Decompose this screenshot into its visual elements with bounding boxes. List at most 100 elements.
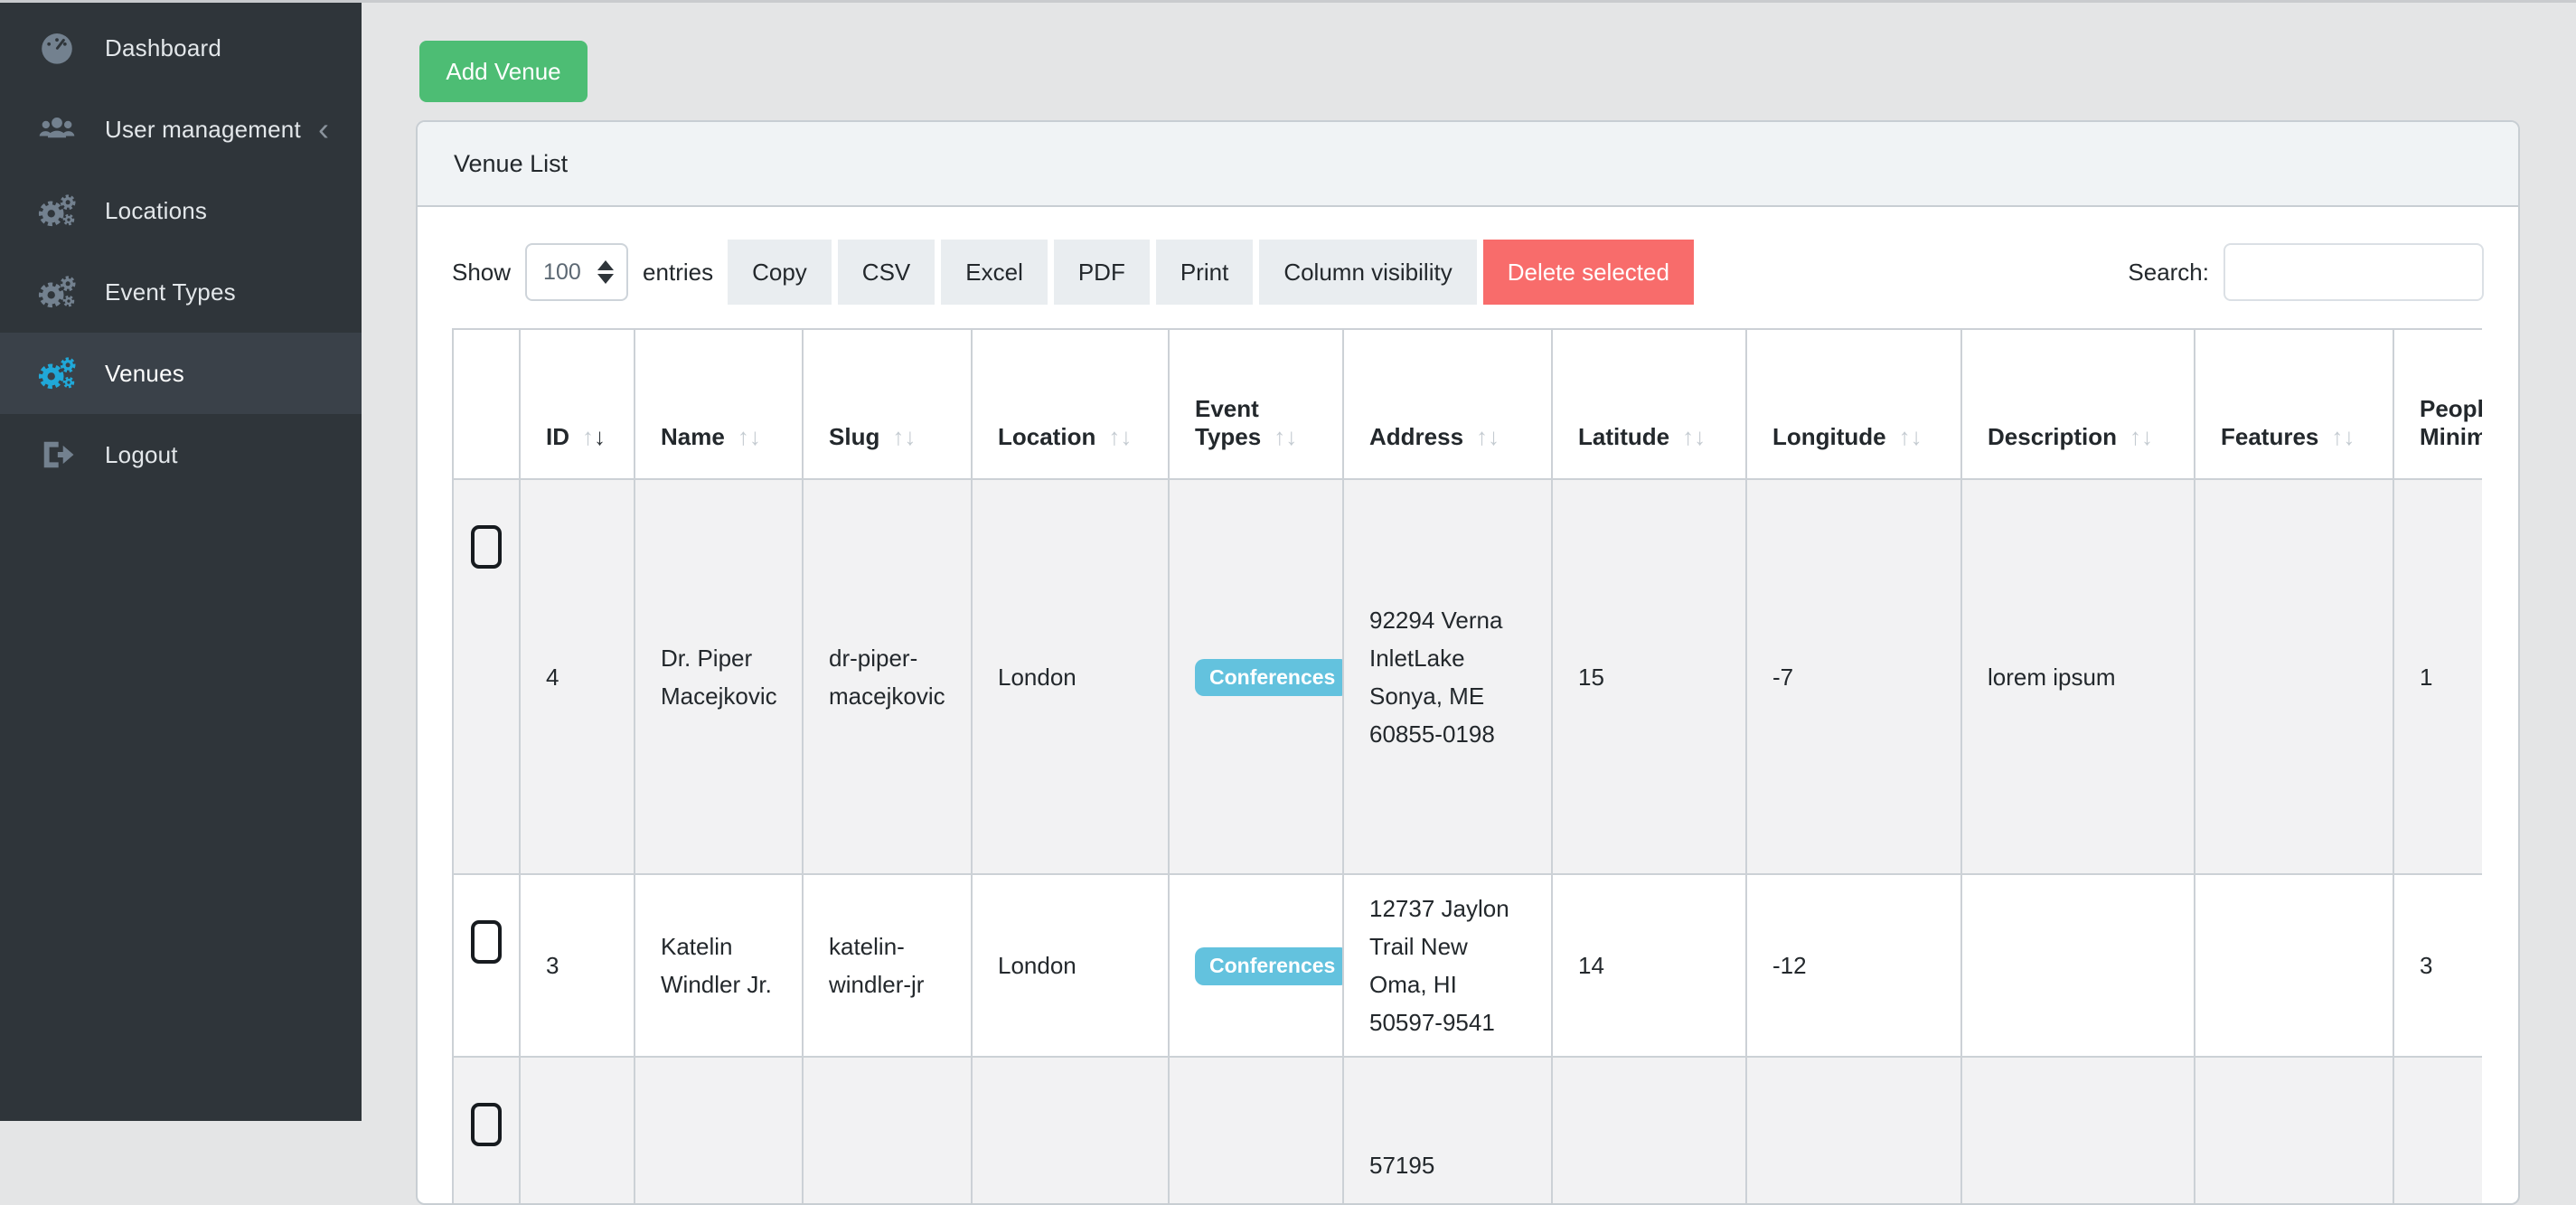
cell-select	[452, 1056, 521, 1203]
column-header-name[interactable]: Name ↑↓	[634, 328, 804, 480]
cogs-icon	[36, 353, 87, 394]
column-label: Address	[1369, 423, 1464, 450]
entries-label: entries	[643, 258, 714, 286]
sort-icon: ↑↓	[2129, 423, 2154, 450]
column-label: Description	[1988, 423, 2118, 450]
cell-name: Katelin Windler Jr.	[634, 873, 804, 1058]
add-venue-button[interactable]: Add Venue	[419, 41, 588, 102]
cell-name	[634, 1056, 804, 1203]
column-header-location[interactable]: Location ↑↓	[971, 328, 1170, 480]
column-label: Name	[661, 423, 725, 450]
sidebar: Dashboard User management ‹ Locations	[0, 0, 362, 1121]
sort-icon: ↑↓	[582, 423, 606, 450]
table-row: 57195	[452, 1056, 2482, 1203]
window-top-edge	[0, 0, 2576, 3]
card-header: Venue List	[418, 122, 2518, 207]
column-label: Event Types	[1195, 395, 1262, 450]
sidebar-item-label: User management	[105, 115, 301, 143]
row-checkbox[interactable]	[471, 1103, 502, 1146]
cogs-icon	[36, 190, 87, 231]
column-header-longitude[interactable]: Longitude ↑↓	[1745, 328, 1962, 480]
excel-button[interactable]: Excel	[941, 240, 1048, 305]
column-header-event_types[interactable]: Event Types ↑↓	[1168, 328, 1344, 480]
cell-features	[2194, 1056, 2394, 1203]
card-body: Show 100 entries Copy CSV Excel PDF Prin…	[418, 207, 2518, 1203]
cell-id	[519, 1056, 635, 1203]
delete-selected-button[interactable]: Delete selected	[1482, 240, 1694, 305]
sidebar-item-locations[interactable]: Locations	[0, 170, 362, 251]
copy-button[interactable]: Copy	[728, 240, 832, 305]
select-caret-icon	[597, 260, 615, 284]
page-length-control: Show 100 entries	[452, 243, 713, 301]
column-visibility-button[interactable]: Column visibility	[1259, 240, 1477, 305]
sidebar-item-label: Dashboard	[105, 33, 221, 61]
column-label: ID	[546, 423, 569, 450]
column-label: Slug	[829, 423, 880, 450]
column-header-address[interactable]: Address ↑↓	[1342, 328, 1553, 480]
chevron-left-icon: ‹	[318, 110, 329, 147]
page-size-value: 100	[543, 259, 581, 285]
venue-list-card: Venue List Show 100 entries Copy CSV Exc…	[416, 120, 2520, 1205]
users-icon	[36, 108, 87, 150]
sidebar-item-venues[interactable]: Venues	[0, 333, 362, 414]
print-button[interactable]: Print	[1155, 240, 1254, 305]
column-header-id[interactable]: ID ↑↓	[519, 328, 635, 480]
cell-id: 4	[519, 478, 635, 875]
sign-out-icon	[36, 434, 87, 475]
table-toolbar: Show 100 entries Copy CSV Excel PDF Prin…	[452, 240, 2484, 305]
cell-select	[452, 478, 521, 875]
search-input[interactable]	[2223, 243, 2484, 301]
column-label: Features	[2221, 423, 2319, 450]
cell-location: London	[971, 873, 1170, 1058]
sidebar-item-logout[interactable]: Logout	[0, 414, 362, 495]
cell-location: London	[971, 478, 1170, 875]
page-size-select[interactable]: 100	[525, 243, 629, 301]
column-label: Latitude	[1578, 423, 1670, 450]
column-header-latitude[interactable]: Latitude ↑↓	[1551, 328, 1747, 480]
sidebar-item-dashboard[interactable]: Dashboard	[0, 7, 362, 89]
tachometer-icon	[36, 27, 87, 69]
cogs-icon	[36, 271, 87, 313]
table-body: 4 Dr. Piper Macejkovic dr-piper-macejkovic…	[452, 478, 2482, 1203]
cell-slug	[802, 1056, 973, 1203]
row-checkbox[interactable]	[471, 525, 502, 569]
cell-people_minimum: 1	[2393, 478, 2482, 875]
cell-event_types	[1168, 1056, 1344, 1203]
sidebar-item-label: Logout	[105, 440, 178, 468]
column-header-features[interactable]: Features ↑↓	[2194, 328, 2394, 480]
cell-longitude: -12	[1745, 873, 1962, 1058]
sidebar-item-user-management[interactable]: User management ‹	[0, 89, 362, 170]
cell-address: 92294 Verna InletLake Sonya, ME 60855-01…	[1342, 478, 1553, 875]
pdf-button[interactable]: PDF	[1053, 240, 1150, 305]
export-buttons: Copy CSV Excel PDF Print Column visibili…	[728, 240, 1694, 305]
search-label: Search:	[2128, 258, 2209, 286]
show-label: Show	[452, 258, 512, 286]
row-checkbox[interactable]	[471, 920, 502, 964]
column-header-select	[452, 328, 521, 480]
event-type-badge: Conferences	[1195, 947, 1341, 985]
sort-icon: ↑↓	[1476, 423, 1500, 450]
sort-icon: ↑↓	[1274, 423, 1298, 450]
cell-slug: dr-piper-macejkovic	[802, 478, 973, 875]
column-label: Longitude	[1772, 423, 1886, 450]
cell-select	[452, 873, 521, 1058]
sidebar-item-label: Venues	[105, 359, 184, 387]
sidebar-item-event-types[interactable]: Event Types	[0, 251, 362, 333]
cell-latitude	[1551, 1056, 1747, 1203]
column-header-slug[interactable]: Slug ↑↓	[802, 328, 973, 480]
cell-event_types: Conferences	[1168, 873, 1344, 1058]
sort-icon: ↑↓	[892, 423, 917, 450]
column-header-description[interactable]: Description ↑↓	[1960, 328, 2195, 480]
cell-people_minimum	[2393, 1056, 2482, 1203]
page-title: Venue List	[454, 149, 569, 177]
table-row: 3 Katelin Windler Jr. katelin-windler-jr Lo…	[452, 873, 2482, 1058]
cell-latitude: 14	[1551, 873, 1747, 1058]
cell-id: 3	[519, 873, 635, 1058]
table-header-row: ID ↑↓ Name ↑↓ Slug ↑↓ Location ↑↓ Event Types ↑↓ A…	[452, 328, 2482, 480]
cell-features	[2194, 873, 2394, 1058]
column-header-people_minimum[interactable]: People Minimum↑↓	[2393, 328, 2482, 480]
column-label: Location	[998, 423, 1096, 450]
table-scroll-container[interactable]: ID ↑↓ Name ↑↓ Slug ↑↓ Location ↑↓ Event Types ↑↓ A…	[452, 328, 2482, 1203]
csv-button[interactable]: CSV	[837, 240, 935, 305]
table-row: 4 Dr. Piper Macejkovic dr-piper-macejkovic…	[452, 478, 2482, 875]
